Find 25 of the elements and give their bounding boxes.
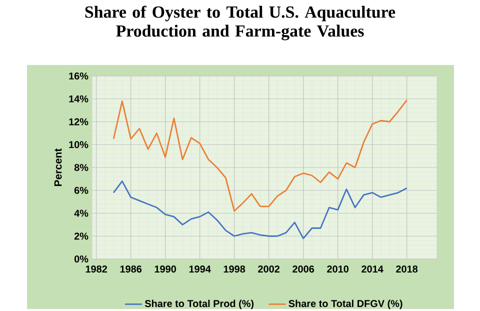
x-tick-label: 2018 [396,266,418,273]
legend-label: Share to Total DFGV (%) [288,300,402,310]
x-tick-label: 1982 [86,266,107,273]
legend-label: Share to Total Prod (%) [144,300,254,310]
y-tick-label: 14% [69,95,88,102]
x-tick-label: 2010 [327,266,348,273]
x-tick-label: 1986 [120,266,142,273]
y-tick-label: 2% [74,232,88,240]
y-axis-title: Percent [54,148,62,186]
x-tick-label: 1994 [189,266,211,273]
x-tick-label: 2006 [292,266,314,273]
y-tick-label: 6% [74,186,88,194]
y-tick-label: 8% [74,164,88,172]
y-tick-label: 12% [69,118,88,126]
y-tick-label: 10% [69,141,88,148]
y-tick-label: 0% [74,255,88,263]
line-series [112,99,408,212]
x-tick-label: 1998 [224,266,246,273]
x-tick-label: 1990 [154,266,176,273]
line-series [112,180,408,240]
x-tick-label: 2014 [362,266,384,273]
y-tick-label: 4% [74,210,88,217]
y-tick-label: 16% [69,72,88,80]
chart-title: Share of Oyster to Total U.S. Aquaculture Production and Farm-gate Values [85,6,396,40]
x-tick-label: 2002 [258,266,280,273]
